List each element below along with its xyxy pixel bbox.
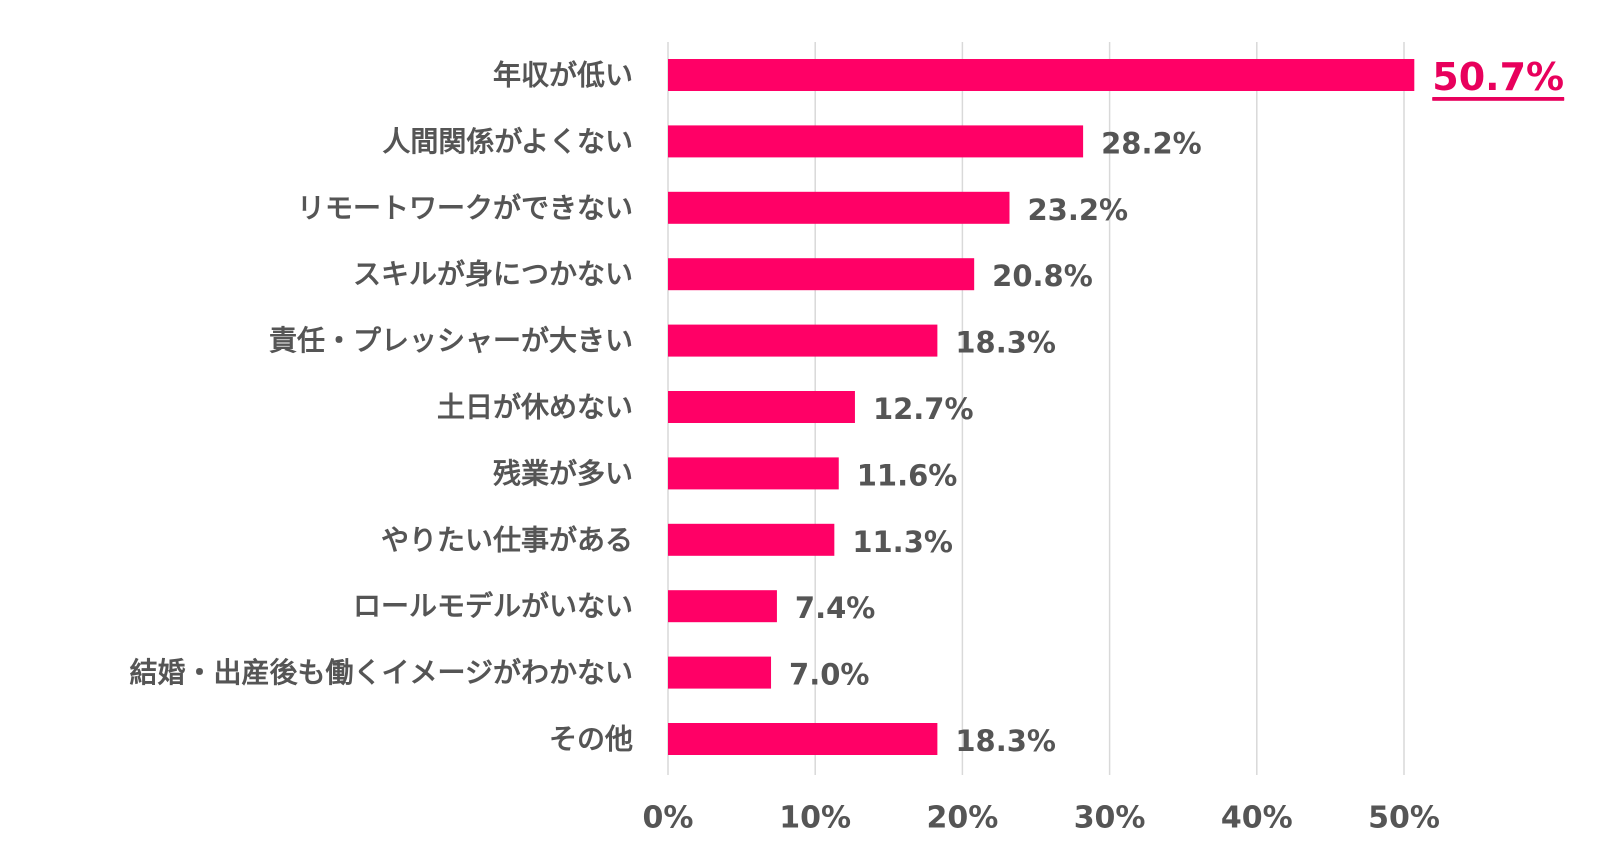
- bar: [668, 523, 835, 556]
- category-label: 結婚・出産後も働くイメージがわかない: [130, 656, 633, 689]
- value-label: 28.2%: [1101, 126, 1202, 160]
- category-label: その他: [549, 723, 633, 756]
- bars: [668, 59, 1415, 755]
- value-label: 20.8%: [992, 259, 1093, 293]
- value-label: 23.2%: [1028, 193, 1129, 227]
- value-label: 18.3%: [955, 724, 1056, 758]
- bar: [668, 258, 975, 291]
- x-axis-tick-labels: 0% 10% 20% 30% 40% 50%: [643, 801, 1440, 836]
- bar: [668, 590, 777, 623]
- x-tick-label: 0%: [643, 801, 694, 836]
- bar: [668, 191, 1010, 224]
- x-tick-label: 10%: [779, 801, 851, 836]
- category-label: 残業が多い: [493, 457, 633, 490]
- value-label-highlight: 50.7%: [1432, 55, 1564, 99]
- gridlines: [667, 42, 1405, 775]
- bar: [668, 457, 839, 490]
- x-tick-label: 20%: [926, 801, 998, 836]
- category-label: スキルが身につかない: [353, 258, 633, 291]
- category-label: 責任・プレッシャーが大きい: [269, 324, 633, 357]
- bar: [668, 391, 855, 423]
- category-labels: 年収が低い人間関係がよくないリモートワークができないスキルが身につかない責任・プ…: [130, 59, 633, 756]
- category-label: ロールモデルがいない: [353, 590, 633, 623]
- value-label: 7.4%: [795, 591, 875, 625]
- category-label: 人間関係がよくない: [382, 125, 633, 158]
- category-label: やりたい仕事がある: [381, 523, 633, 556]
- x-tick-label: 30%: [1074, 801, 1146, 836]
- value-label: 7.0%: [789, 658, 869, 692]
- category-label: 年収が低い: [493, 59, 633, 92]
- value-label: 11.3%: [852, 525, 953, 559]
- value-label: 18.3%: [955, 326, 1056, 360]
- bar: [668, 324, 938, 357]
- bar: [668, 723, 938, 755]
- bar: [668, 656, 772, 689]
- category-label: リモートワークができない: [297, 191, 633, 224]
- value-label: 11.6%: [857, 458, 958, 492]
- bar: [668, 125, 1084, 158]
- value-labels: 50.7% 28.2% 23.2% 20.8% 18.3% 12.7% 11.6% 11.3%…: [789, 55, 1565, 758]
- x-tick-label: 40%: [1221, 801, 1293, 836]
- category-label: 土日が休めない: [437, 391, 633, 424]
- value-label: 12.7%: [873, 392, 974, 426]
- bar: [668, 59, 1415, 91]
- x-tick-label: 50%: [1368, 801, 1440, 836]
